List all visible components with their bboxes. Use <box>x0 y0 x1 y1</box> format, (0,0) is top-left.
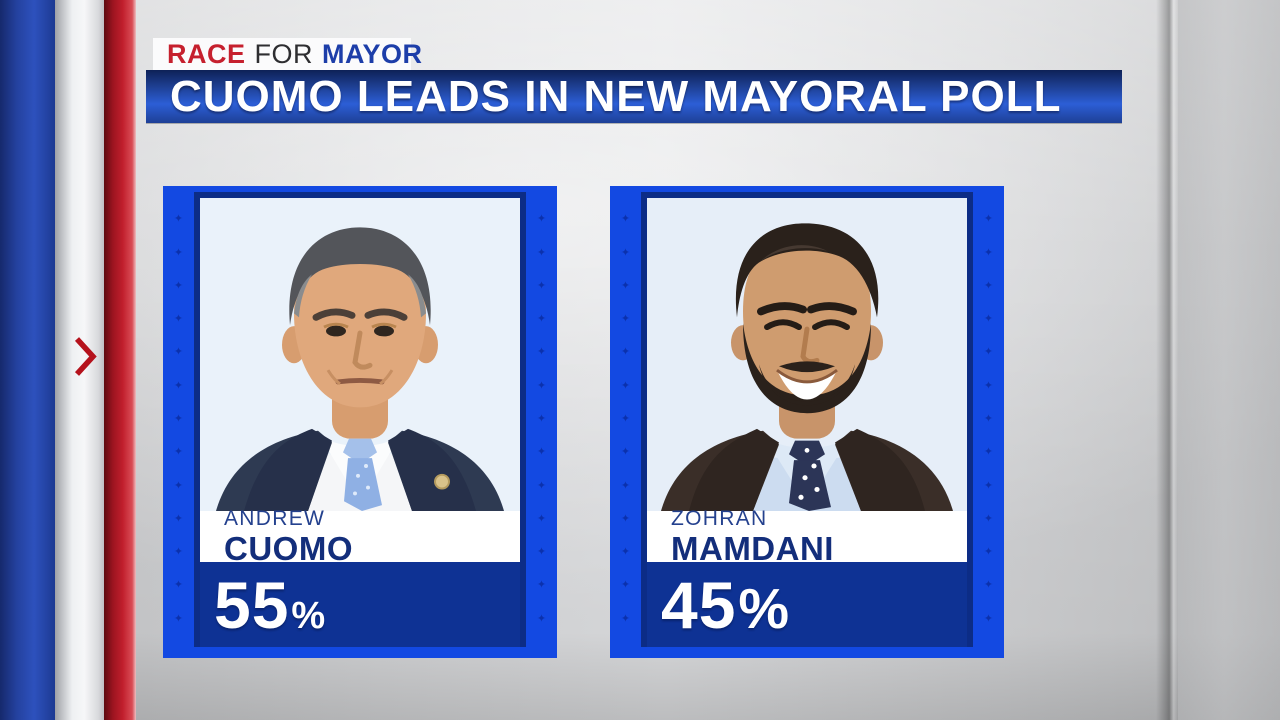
star-icon: ✦ <box>620 579 631 592</box>
star-icon: ✦ <box>620 612 631 625</box>
star-icon: ✦ <box>173 246 184 259</box>
poll-value: 45 <box>661 567 737 642</box>
star-icon: ✦ <box>983 479 994 492</box>
star-icon: ✦ <box>536 346 547 359</box>
blue-stripe <box>0 0 55 720</box>
star-icon: ✦ <box>620 346 631 359</box>
star-icon: ✦ <box>983 313 994 326</box>
star-icon: ✦ <box>173 546 184 559</box>
star-icon: ✦ <box>536 412 547 425</box>
star-icon: ✦ <box>620 279 631 292</box>
star-icon: ✦ <box>536 579 547 592</box>
star-icon: ✦ <box>173 579 184 592</box>
star-icon: ✦ <box>620 446 631 459</box>
star-icon: ✦ <box>983 612 994 625</box>
star-icon: ✦ <box>173 512 184 525</box>
cuomo-portrait-photo <box>200 198 520 511</box>
star-icon: ✦ <box>620 379 631 392</box>
candidate-last-name: CUOMO <box>224 529 353 567</box>
star-icon: ✦ <box>620 512 631 525</box>
mamdani-portrait-photo <box>647 198 967 511</box>
star-icon: ✦ <box>173 446 184 459</box>
candidate-last-name: MAMDANI <box>671 529 834 567</box>
star-icon: ✦ <box>983 412 994 425</box>
star-icon: ✦ <box>536 512 547 525</box>
star-icon: ✦ <box>536 446 547 459</box>
candidate-first-name: ZOHRAN <box>671 507 768 531</box>
backdrop-seam <box>1156 0 1178 720</box>
chevron-right-icon <box>74 337 97 376</box>
candidate-first-name: ANDREW <box>224 507 326 531</box>
star-column: ✦ ✦ ✦ ✦ ✦ ✦ ✦ ✦ ✦ ✦ ✦ ✦ ✦ <box>610 192 641 647</box>
star-icon: ✦ <box>536 279 547 292</box>
star-icon: ✦ <box>536 479 547 492</box>
percent-sign: % <box>291 594 326 637</box>
red-stripe <box>104 0 136 720</box>
kicker-race-label: RACE <box>167 39 246 69</box>
card-frame: ZOHRAN MAMDANI 45 % <box>641 192 973 647</box>
star-icon: ✦ <box>173 479 184 492</box>
star-icon: ✦ <box>983 379 994 392</box>
percent-panel-mamdani: 45 % <box>647 562 967 647</box>
percent-panel-cuomo: 55 % <box>200 562 520 647</box>
star-icon: ✦ <box>536 246 547 259</box>
star-icon: ✦ <box>983 446 994 459</box>
candidate-card-mamdani: ✦ ✦ ✦ ✦ ✦ ✦ ✦ ✦ ✦ ✦ ✦ ✦ ✦ ✦ ✦ ✦ ✦ ✦ ✦ ✦ ✦ ✦ ✦ ✦ ✦ ✦ <box>610 186 1004 658</box>
star-icon: ✦ <box>173 279 184 292</box>
star-icon: ✦ <box>620 246 631 259</box>
kicker-mayor-label: MAYOR <box>322 39 423 69</box>
star-icon: ✦ <box>620 546 631 559</box>
star-icon: ✦ <box>983 579 994 592</box>
kicker-for-label: FOR <box>254 39 314 69</box>
star-icon: ✦ <box>620 479 631 492</box>
card-frame: ANDREW CUOMO 55 % <box>194 192 526 647</box>
percent-sign: % <box>738 576 790 641</box>
candidate-card-cuomo: ✦ ✦ ✦ ✦ ✦ ✦ ✦ ✦ ✦ ✦ ✦ ✦ ✦ ✦ ✦ ✦ ✦ ✦ ✦ ✦ ✦ ✦ ✦ ✦ ✦ ✦ <box>163 186 557 658</box>
star-icon: ✦ <box>983 512 994 525</box>
silver-stripe <box>55 0 104 720</box>
nameplate-cuomo: ANDREW CUOMO <box>200 507 520 567</box>
star-icon: ✦ <box>536 546 547 559</box>
nameplate-mamdani: ZOHRAN MAMDANI <box>647 507 967 567</box>
star-column: ✦ ✦ ✦ ✦ ✦ ✦ ✦ ✦ ✦ ✦ ✦ ✦ ✦ <box>973 192 1004 647</box>
backdrop-panel <box>1178 0 1280 720</box>
star-icon: ✦ <box>536 612 547 625</box>
star-icon: ✦ <box>173 346 184 359</box>
star-icon: ✦ <box>536 213 547 226</box>
star-icon: ✦ <box>173 213 184 226</box>
kicker-badge: RACE FOR MAYOR <box>153 38 422 71</box>
star-icon: ✦ <box>173 379 184 392</box>
star-icon: ✦ <box>173 612 184 625</box>
star-icon: ✦ <box>983 279 994 292</box>
star-icon: ✦ <box>620 412 631 425</box>
star-icon: ✦ <box>620 213 631 226</box>
star-column: ✦ ✦ ✦ ✦ ✦ ✦ ✦ ✦ ✦ ✦ ✦ ✦ ✦ <box>163 192 194 647</box>
star-icon: ✦ <box>536 313 547 326</box>
star-icon: ✦ <box>536 379 547 392</box>
poll-value: 55 <box>214 567 290 642</box>
star-column: ✦ ✦ ✦ ✦ ✦ ✦ ✦ ✦ ✦ ✦ ✦ ✦ ✦ <box>526 192 557 647</box>
star-icon: ✦ <box>983 246 994 259</box>
headline-banner: CUOMO LEADS IN NEW MAYORAL POLL <box>146 70 1122 123</box>
star-icon: ✦ <box>173 313 184 326</box>
star-icon: ✦ <box>173 412 184 425</box>
star-icon: ✦ <box>983 546 994 559</box>
headline-text: CUOMO LEADS IN NEW MAYORAL POLL <box>170 72 1062 121</box>
star-icon: ✦ <box>983 346 994 359</box>
star-icon: ✦ <box>983 213 994 226</box>
star-icon: ✦ <box>620 313 631 326</box>
